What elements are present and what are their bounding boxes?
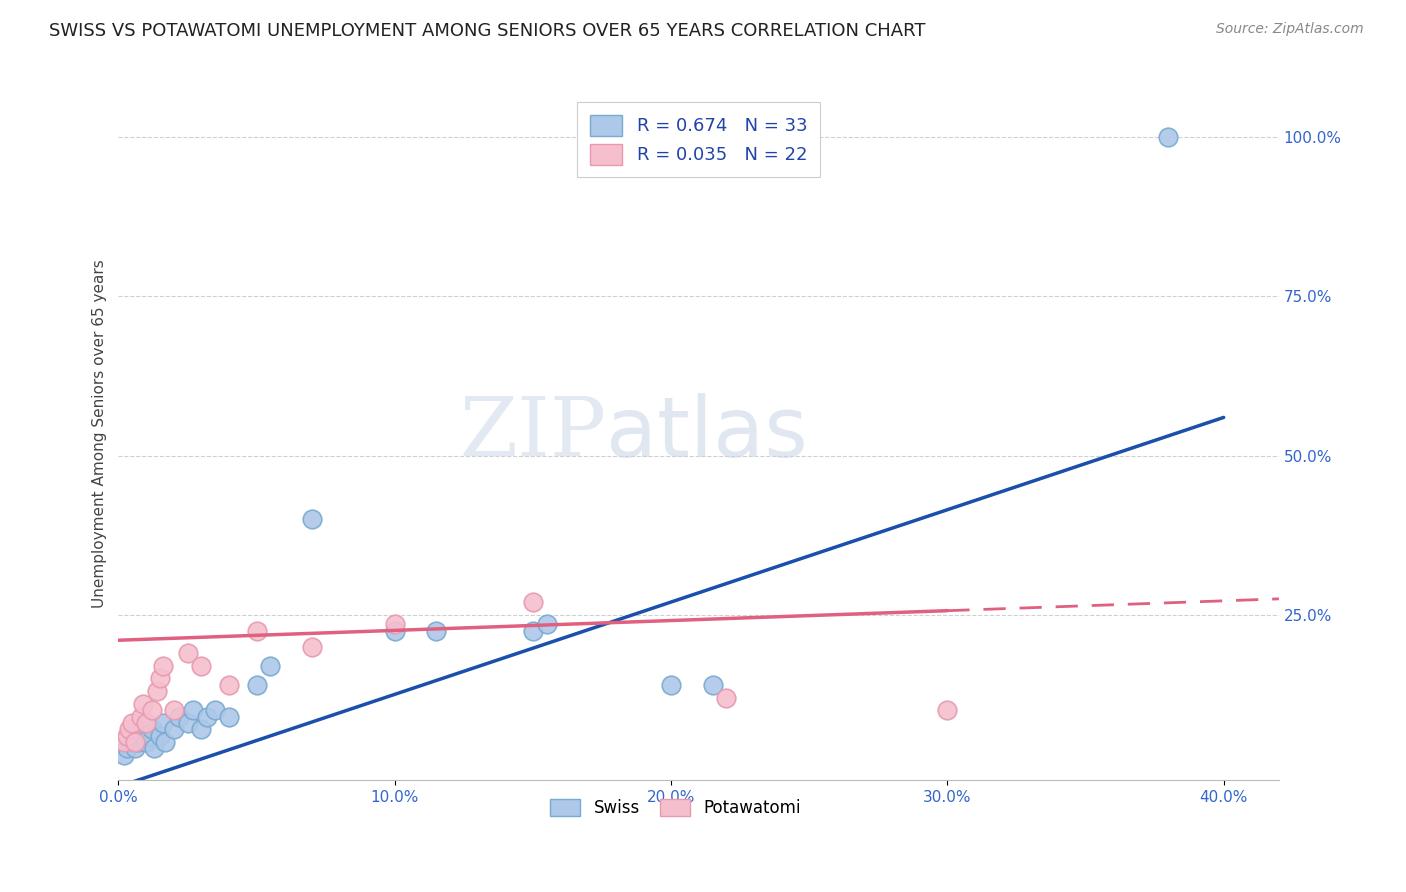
Point — [218, 709, 240, 723]
Point — [384, 617, 406, 632]
Point — [245, 678, 267, 692]
Point — [121, 716, 143, 731]
Point — [936, 703, 959, 717]
Point — [190, 658, 212, 673]
Point — [115, 729, 138, 743]
Point — [149, 672, 172, 686]
Text: SWISS VS POTAWATOMI UNEMPLOYMENT AMONG SENIORS OVER 65 YEARS CORRELATION CHART: SWISS VS POTAWATOMI UNEMPLOYMENT AMONG S… — [49, 22, 925, 40]
Point — [522, 624, 544, 638]
Point — [118, 735, 141, 749]
Point — [132, 723, 155, 737]
Point — [152, 716, 174, 731]
Point — [190, 723, 212, 737]
Point — [141, 703, 163, 717]
Point — [218, 678, 240, 692]
Point — [195, 709, 218, 723]
Point — [146, 684, 169, 698]
Text: Source: ZipAtlas.com: Source: ZipAtlas.com — [1216, 22, 1364, 37]
Point — [181, 703, 204, 717]
Point — [115, 741, 138, 756]
Point — [129, 729, 152, 743]
Point — [141, 723, 163, 737]
Point — [245, 624, 267, 638]
Point — [163, 723, 186, 737]
Text: ZIP: ZIP — [458, 393, 606, 474]
Point — [149, 729, 172, 743]
Point — [176, 646, 198, 660]
Point — [1157, 130, 1180, 145]
Point — [143, 741, 166, 756]
Point — [132, 697, 155, 711]
Point — [167, 709, 190, 723]
Point — [127, 735, 149, 749]
Point — [118, 723, 141, 737]
Text: atlas: atlas — [606, 392, 807, 474]
Legend: Swiss, Potawatomi: Swiss, Potawatomi — [544, 792, 807, 824]
Point — [204, 703, 226, 717]
Point — [138, 729, 160, 743]
Point — [155, 735, 177, 749]
Point — [163, 703, 186, 717]
Point — [716, 690, 738, 705]
Point — [301, 512, 323, 526]
Point — [129, 709, 152, 723]
Point — [112, 735, 135, 749]
Point — [659, 678, 682, 692]
Point — [152, 658, 174, 673]
Point — [425, 624, 447, 638]
Point — [135, 735, 157, 749]
Point — [124, 741, 146, 756]
Point — [702, 678, 724, 692]
Point — [301, 640, 323, 654]
Y-axis label: Unemployment Among Seniors over 65 years: Unemployment Among Seniors over 65 years — [93, 259, 107, 607]
Point — [112, 747, 135, 762]
Point — [259, 658, 281, 673]
Point — [124, 735, 146, 749]
Point — [121, 729, 143, 743]
Point — [384, 624, 406, 638]
Point — [176, 716, 198, 731]
Point — [135, 716, 157, 731]
Point — [522, 595, 544, 609]
Point — [536, 617, 558, 632]
